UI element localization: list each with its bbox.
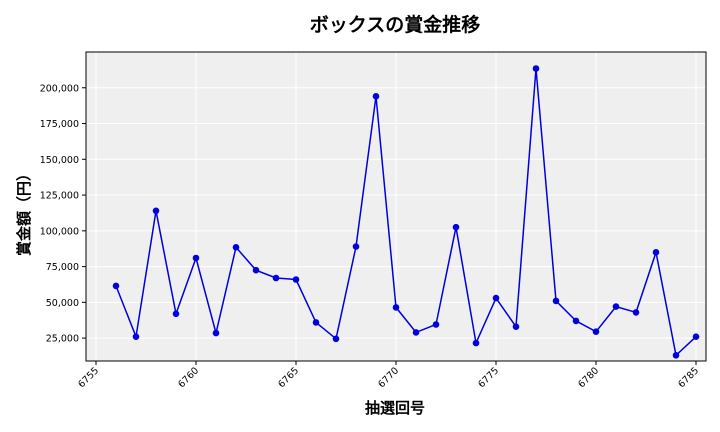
data-point: [332, 335, 340, 343]
data-point: [492, 294, 500, 302]
data-point: [632, 309, 640, 316]
data-point: [572, 317, 580, 325]
data-point: [592, 328, 600, 336]
x-tick-label: 6775: [476, 365, 501, 390]
x-tick-label: 6780: [576, 365, 601, 390]
data-point: [652, 249, 660, 256]
x-tick-label: 6785: [676, 365, 701, 390]
data-point: [112, 282, 120, 290]
data-point: [672, 352, 680, 359]
data-point: [532, 65, 540, 72]
data-point: [452, 223, 460, 231]
data-point: [312, 319, 320, 326]
data-point: [472, 339, 480, 347]
y-tick-label: 100,000: [40, 226, 79, 237]
y-axis-label: 賞金額（円）: [15, 166, 33, 256]
data-point: [392, 304, 400, 311]
series-group: [112, 65, 700, 359]
y-tick-label: 200,000: [40, 83, 79, 94]
data-point: [612, 303, 620, 310]
data-point: [192, 254, 200, 262]
y-tick-label: 125,000: [40, 191, 79, 202]
x-axis-label: 抽選回号: [365, 399, 425, 417]
data-point: [172, 310, 180, 318]
y-tick-label: 175,000: [40, 119, 79, 130]
series-line: [115, 68, 697, 357]
data-point: [232, 244, 240, 251]
chart-title: ボックスの賞金推移: [310, 13, 480, 36]
data-point: [412, 329, 420, 336]
data-point: [552, 297, 560, 305]
y-tick-label: 150,000: [40, 155, 79, 166]
data-point: [272, 274, 280, 282]
data-point: [352, 243, 360, 250]
data-point: [212, 329, 220, 337]
data-point: [372, 93, 380, 100]
data-point: [252, 266, 260, 274]
data-point: [292, 276, 300, 283]
y-tick-label: 25,000: [46, 334, 79, 345]
x-tick-label: 6765: [276, 365, 301, 390]
data-point: [152, 207, 160, 215]
axes: [82, 51, 707, 365]
x-tick-label: 6755: [76, 365, 101, 390]
data-point: [432, 321, 440, 328]
plot-frame: [85, 51, 707, 362]
y-tick-label: 75,000: [46, 262, 79, 273]
y-tick-label: 50,000: [46, 298, 79, 309]
data-point: [692, 333, 700, 341]
data-point: [512, 323, 520, 331]
data-point: [132, 333, 140, 341]
x-tick-label: 6760: [176, 365, 201, 390]
x-tick-label: 6770: [376, 365, 401, 390]
